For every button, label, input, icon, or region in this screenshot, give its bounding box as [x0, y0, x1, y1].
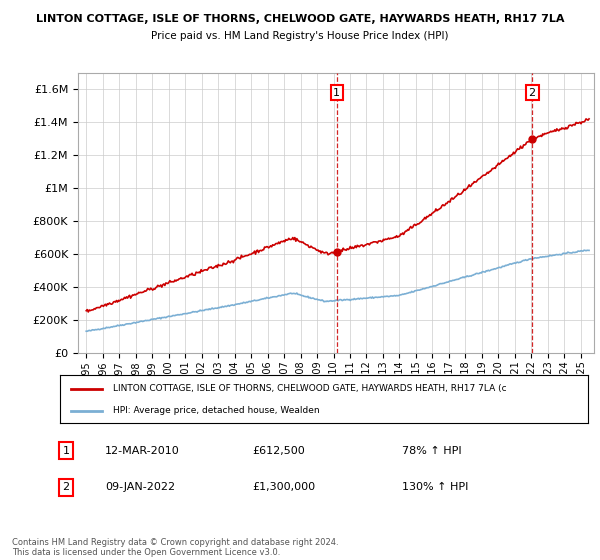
Text: 09-JAN-2022: 09-JAN-2022: [105, 482, 175, 492]
Text: £612,500: £612,500: [252, 446, 305, 456]
Text: LINTON COTTAGE, ISLE OF THORNS, CHELWOOD GATE, HAYWARDS HEATH, RH17 7LA (c: LINTON COTTAGE, ISLE OF THORNS, CHELWOOD…: [113, 384, 506, 393]
Text: 12-MAR-2010: 12-MAR-2010: [105, 446, 180, 456]
Text: Price paid vs. HM Land Registry's House Price Index (HPI): Price paid vs. HM Land Registry's House …: [151, 31, 449, 41]
Text: Contains HM Land Registry data © Crown copyright and database right 2024.
This d: Contains HM Land Registry data © Crown c…: [12, 538, 338, 557]
Text: LINTON COTTAGE, ISLE OF THORNS, CHELWOOD GATE, HAYWARDS HEATH, RH17 7LA: LINTON COTTAGE, ISLE OF THORNS, CHELWOOD…: [36, 14, 564, 24]
Text: 2: 2: [529, 87, 536, 97]
Text: £1,300,000: £1,300,000: [252, 482, 315, 492]
Text: HPI: Average price, detached house, Wealden: HPI: Average price, detached house, Weal…: [113, 407, 319, 416]
Text: 1: 1: [334, 87, 340, 97]
Text: 2: 2: [62, 482, 70, 492]
Text: 78% ↑ HPI: 78% ↑ HPI: [402, 446, 461, 456]
Text: 1: 1: [62, 446, 70, 456]
Text: 130% ↑ HPI: 130% ↑ HPI: [402, 482, 469, 492]
